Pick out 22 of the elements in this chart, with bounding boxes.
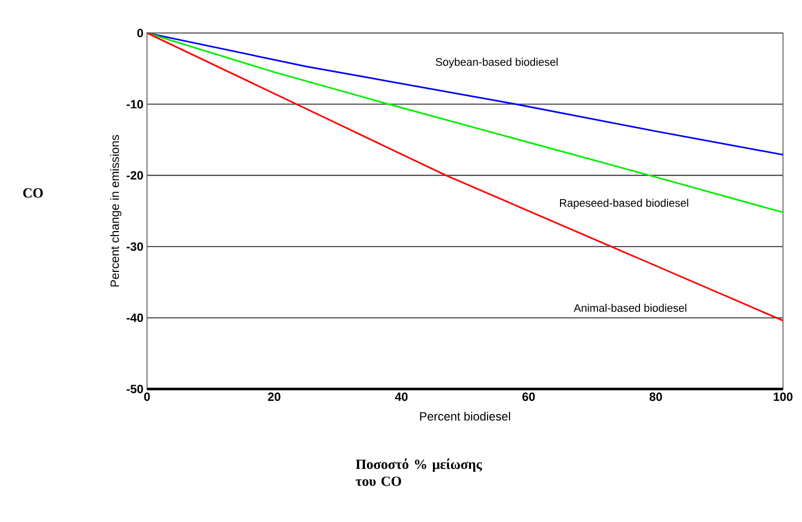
text: Animal-based biodiesel (574, 304, 686, 312)
y-tick-label: -40 (126, 314, 143, 322)
y-axis-title: Percent change in emissions (110, 135, 122, 286)
x-axis-title: Percent biodiesel (420, 412, 510, 421)
x-tick-label: 100 (774, 392, 792, 401)
text: Ποσοστό % μείωσης του CO (356, 458, 482, 486)
x-tick-label: 20 (268, 392, 280, 401)
x-tick-label: 80 (650, 392, 662, 401)
x-tick-label: 60 (522, 392, 535, 401)
text: CO (23, 188, 43, 198)
y-tick-label: -20 (126, 171, 143, 180)
x-tick-label: 0 (144, 392, 150, 401)
line-series (146, 32, 784, 214)
y-tick-label: 0 (137, 28, 143, 38)
x-tick-label: 40 (394, 392, 408, 401)
line-series (146, 32, 784, 156)
series-label: Rapeseed-based biodiesel (560, 198, 688, 209)
y-tick-label: -50 (126, 384, 143, 394)
line-series (146, 32, 784, 322)
series-label: Soybean-based biodiesel (436, 58, 558, 68)
y-tick-label: -10 (126, 100, 143, 108)
y-tick-label: -30 (126, 242, 143, 251)
